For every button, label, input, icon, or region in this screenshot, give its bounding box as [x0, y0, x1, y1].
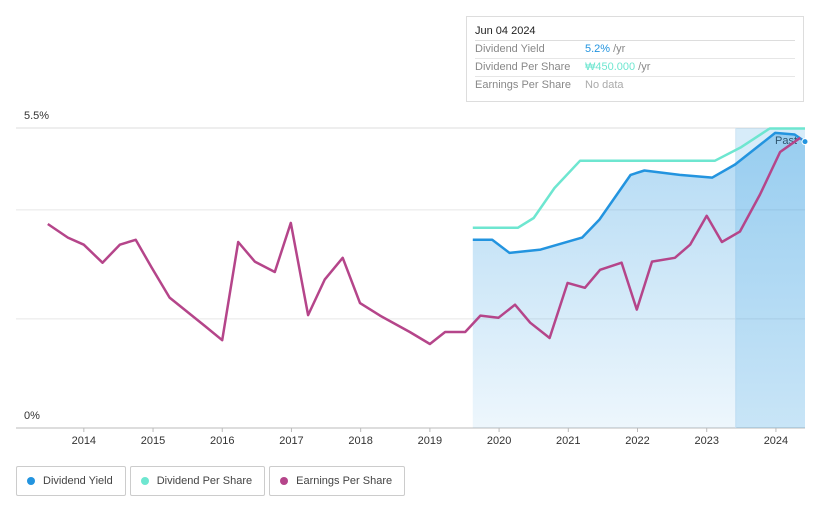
y-tick-label: 0% [24, 410, 40, 422]
tooltip-value: No data [585, 79, 624, 91]
legend-dot [280, 477, 289, 485]
tooltip-label: Dividend Per Share [475, 61, 571, 73]
x-tick-label: 2016 [210, 435, 234, 447]
legend: Dividend Yield Dividend Per Share Earnings… [16, 466, 406, 496]
tooltip-row: Dividend Per Share ₩450.000/yr [475, 59, 795, 77]
legend-label: Dividend Per Share [156, 475, 253, 487]
tooltip-unit: /yr [638, 61, 651, 73]
end-marker [801, 138, 809, 146]
x-tick-label: 2024 [764, 435, 788, 447]
x-tick-label: 2019 [418, 435, 442, 447]
x-tick-label: 2018 [348, 435, 372, 447]
x-tick-label: 2020 [487, 435, 511, 447]
tooltip-label: Earnings Per Share [475, 79, 571, 91]
tooltip-date: Jun 04 2024 [475, 23, 795, 41]
x-tick-label: 2021 [556, 435, 580, 447]
legend-label: Dividend Yield [43, 475, 113, 487]
tooltip-row: Dividend Yield 5.2%/yr [475, 41, 795, 59]
legend-button[interactable]: Dividend Per Share [129, 466, 266, 496]
tooltip-label: Dividend Yield [475, 43, 545, 55]
tooltip-value: ₩450.000 [585, 61, 636, 73]
tooltip-unit: /yr [613, 43, 626, 55]
legend-dot [140, 477, 149, 485]
tooltip: Jun 04 2024 Dividend Yield 5.2%/yr Dividen… [466, 16, 804, 102]
x-tick-label: 2017 [279, 435, 303, 447]
tooltip-value: 5.2% [585, 43, 611, 55]
line [47, 136, 801, 346]
x-tick-label: 2022 [625, 435, 649, 447]
x-tick-label: 2014 [72, 435, 96, 447]
legend-dot [27, 477, 35, 485]
y-tick-label: 5.5% [24, 110, 49, 122]
area [472, 132, 805, 428]
x-tick-label: 2015 [141, 435, 165, 447]
legend-button[interactable]: Dividend Yield [16, 466, 126, 496]
line [472, 131, 806, 255]
legend-button[interactable]: Earnings Per Share [269, 466, 406, 496]
tooltip-row: Earnings Per Share No data [475, 77, 795, 94]
chart: 0% 5.5% 2014 2015 2016 2017 2018 2019 2020 2021 20… [16, 110, 809, 447]
x-tick-label: 2023 [694, 435, 718, 447]
legend-label: Earnings Per Share [296, 475, 393, 487]
line [472, 127, 805, 230]
